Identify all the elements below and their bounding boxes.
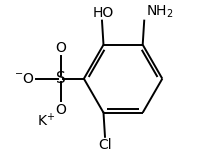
Text: $^{-}$O: $^{-}$O — [14, 72, 35, 86]
Text: S: S — [56, 71, 65, 86]
Text: O: O — [55, 41, 66, 55]
Text: O: O — [55, 103, 66, 117]
Text: K$^{+}$: K$^{+}$ — [37, 112, 55, 130]
Text: Cl: Cl — [98, 137, 112, 152]
Text: NH$_2$: NH$_2$ — [146, 3, 173, 20]
Text: HO: HO — [93, 6, 114, 20]
